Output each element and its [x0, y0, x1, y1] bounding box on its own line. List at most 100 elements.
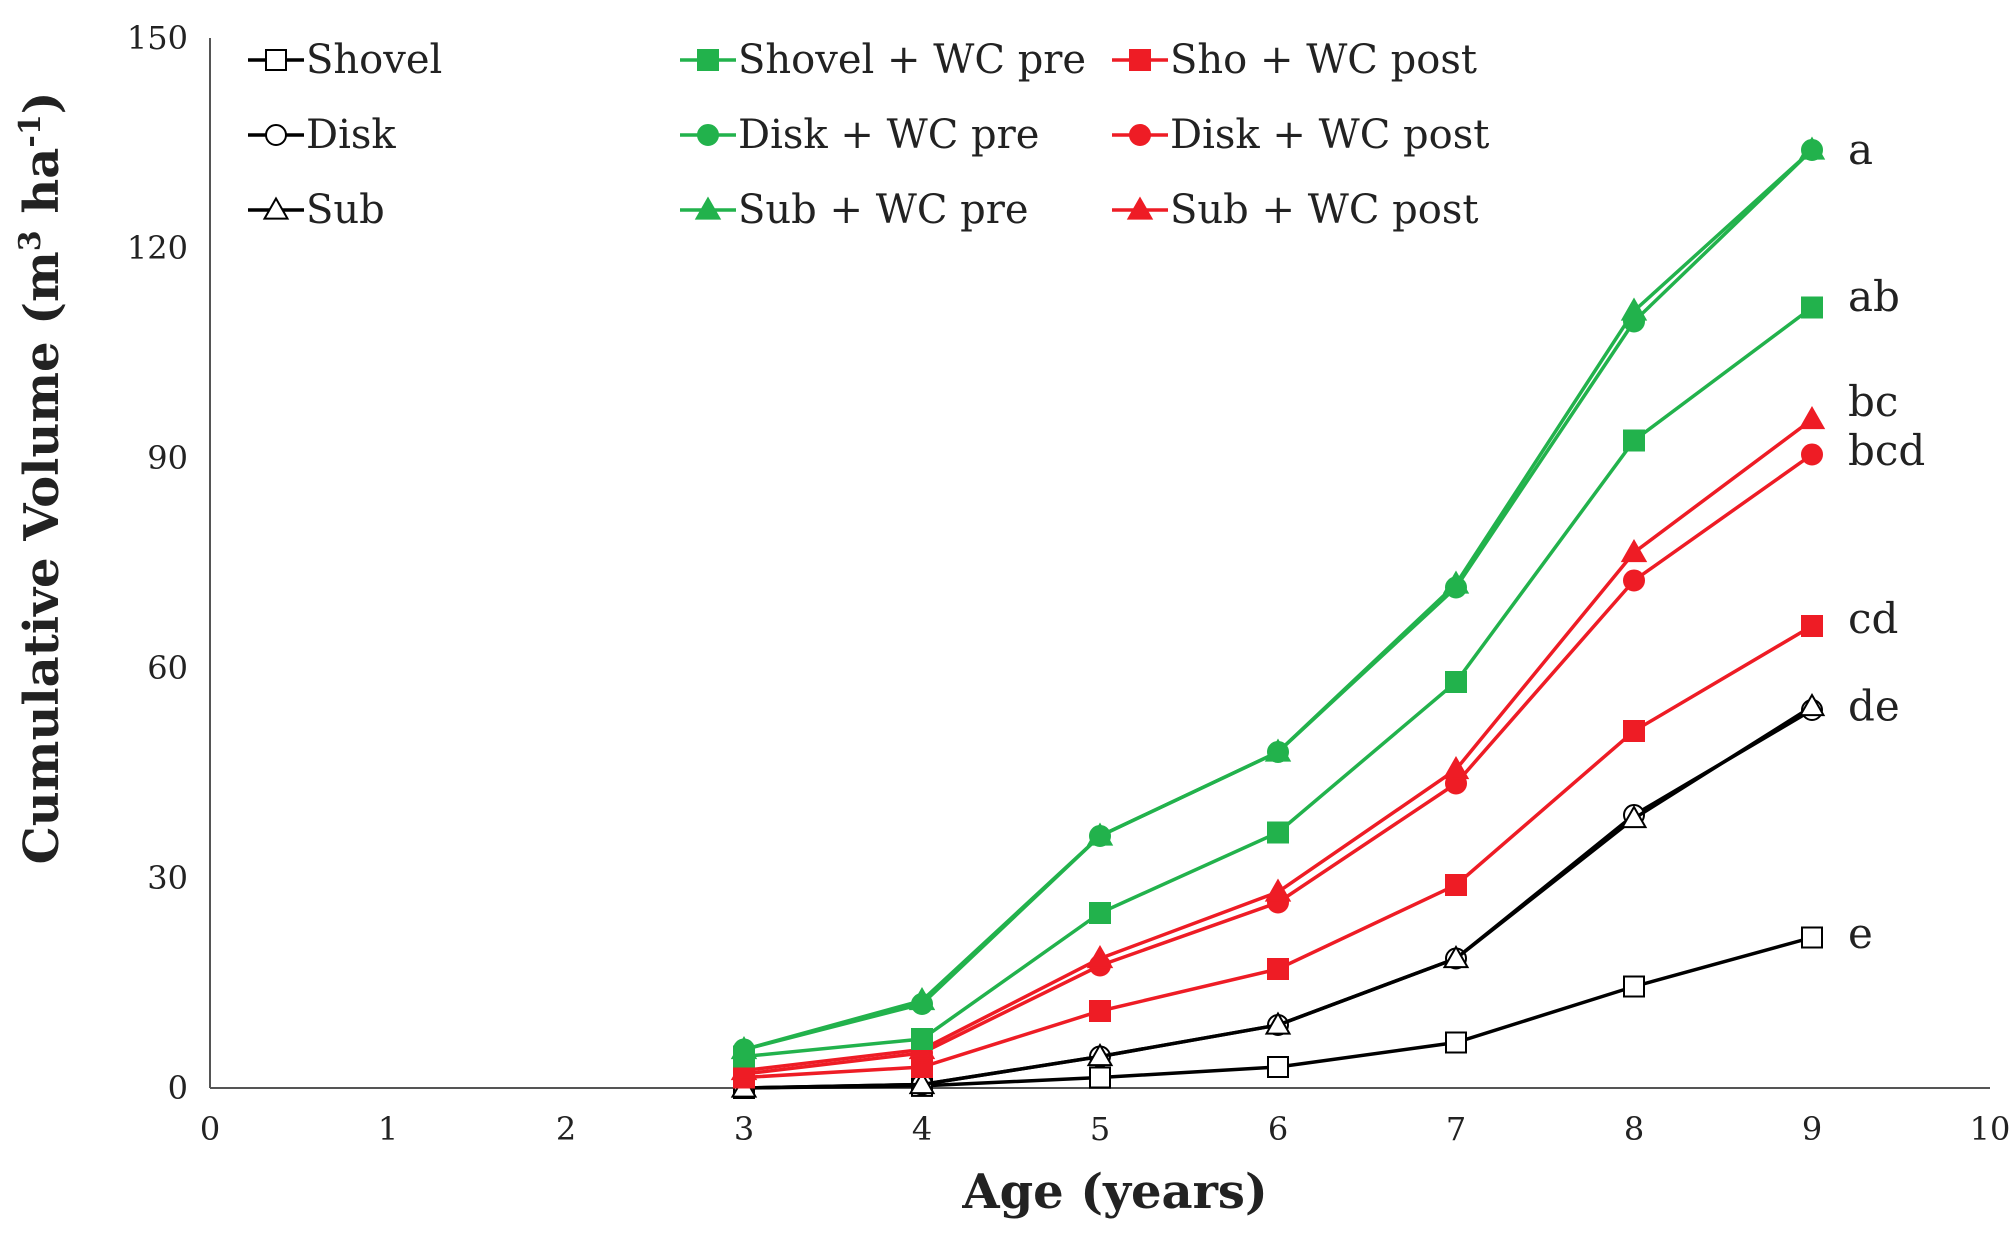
y-tick-label: 150 — [127, 19, 188, 57]
data-point — [1620, 538, 1648, 563]
series-line — [743, 306, 1814, 1059]
series-sho-wc-post — [733, 615, 1823, 1089]
legend-item: Sub + WC pre — [680, 187, 1029, 233]
legend-marker — [265, 124, 287, 146]
legend-marker — [1129, 49, 1151, 71]
data-point — [1623, 975, 1645, 998]
axes — [209, 38, 1990, 1089]
legend-item: Shovel + WC pre — [680, 37, 1086, 83]
y-tick-label: 90 — [147, 439, 188, 477]
data-point — [1264, 878, 1292, 902]
series-line — [743, 148, 1814, 1052]
data-point — [1089, 1000, 1111, 1022]
data-point — [1086, 822, 1114, 846]
data-point — [1264, 1011, 1292, 1035]
y-axis-title-main: Cumulative Volume (m — [14, 251, 70, 864]
series-group — [730, 136, 1826, 1099]
data-point — [1267, 1056, 1289, 1078]
legend: Shovel Shovel + WC pre Sho + WC post Disk Di… — [248, 37, 1489, 233]
data-point — [1442, 755, 1470, 780]
legend-label: Sub — [306, 187, 385, 233]
x-tick-label: 8 — [1624, 1110, 1644, 1148]
legend-label: Disk — [306, 112, 396, 158]
y-axis-title: Cumulative Volume (m3 ha-1) — [13, 92, 70, 865]
data-point — [1801, 296, 1823, 319]
data-point — [730, 1035, 758, 1060]
data-point — [1267, 958, 1289, 980]
data-point — [1623, 429, 1645, 452]
legend-label: Sub + WC pre — [738, 187, 1029, 233]
legend-item: Disk — [248, 112, 396, 158]
data-point — [1267, 821, 1289, 844]
y-tick-label: 60 — [147, 649, 188, 687]
x-tick-label: 1 — [378, 1110, 398, 1148]
series-disk-wc-pre — [733, 139, 1823, 1061]
y-tick-label: 120 — [127, 229, 188, 267]
legend-item: Disk + WC pre — [680, 112, 1039, 158]
data-point — [1623, 720, 1645, 742]
y-axis-title-sup1: 3 — [13, 230, 48, 251]
legend-marker — [697, 49, 719, 71]
data-point — [1086, 944, 1114, 969]
legend-marker — [262, 196, 290, 220]
legend-marker — [694, 196, 722, 220]
significance-letter: bc — [1848, 377, 1898, 426]
legend-marker — [1129, 124, 1151, 146]
data-point — [1620, 297, 1648, 321]
data-point — [1445, 1031, 1467, 1054]
legend-marker — [697, 124, 719, 146]
data-point — [908, 986, 936, 1011]
data-point — [1801, 926, 1823, 949]
data-point — [1086, 1042, 1114, 1067]
data-point — [1089, 902, 1111, 924]
legend-label: Sub + WC post — [1170, 187, 1478, 233]
data-point — [1442, 944, 1470, 969]
series-shovel-wc-pre — [733, 296, 1823, 1068]
legend-label: Shovel + WC pre — [738, 37, 1086, 83]
x-tick-label: 2 — [556, 1110, 576, 1148]
significance-letter: a — [1848, 125, 1873, 174]
y-tick-label: 0 — [168, 1069, 188, 1107]
series-sub-wc-pre — [730, 136, 1826, 1060]
significance-letter: e — [1848, 909, 1873, 958]
legend-item: Disk + WC post — [1112, 112, 1489, 158]
y-axis-title-mid: ha — [14, 148, 70, 231]
x-tick-label: 0 — [200, 1110, 220, 1148]
legend-item: Sub — [248, 187, 385, 233]
data-point — [1623, 569, 1645, 592]
data-point — [1801, 443, 1823, 466]
data-point — [1264, 738, 1292, 762]
legend-marker — [1126, 196, 1154, 220]
data-point — [1620, 804, 1648, 829]
legend-label: Disk + WC post — [1170, 112, 1489, 158]
significance-letter: bcd — [1848, 426, 1925, 475]
data-point — [1798, 405, 1826, 430]
y-ticks: 0 30 60 90 120 150 — [127, 19, 188, 1107]
data-point — [1801, 615, 1823, 637]
x-tick-label: 4 — [912, 1110, 932, 1148]
legend-item: Sub + WC post — [1112, 187, 1478, 233]
significance-letter: ab — [1848, 272, 1900, 321]
y-axis-title-end: ) — [14, 92, 70, 115]
data-point — [1445, 874, 1467, 896]
data-point — [1798, 692, 1826, 717]
x-tick-label: 9 — [1802, 1110, 1822, 1148]
x-tick-label: 5 — [1090, 1110, 1110, 1148]
legend-item: Sho + WC post — [1112, 37, 1477, 83]
legend-marker — [265, 49, 287, 71]
data-point — [730, 1056, 758, 1081]
x-ticks: 0 1 2 3 4 5 6 7 8 9 10 — [200, 1110, 2011, 1148]
data-point — [908, 1070, 936, 1095]
data-point — [1445, 671, 1467, 693]
legend-label: Disk + WC pre — [738, 112, 1039, 158]
x-tick-label: 7 — [1446, 1110, 1466, 1148]
y-tick-label: 30 — [147, 859, 188, 897]
x-tick-label: 6 — [1268, 1110, 1288, 1148]
series-line — [743, 148, 1814, 1052]
data-point — [1442, 570, 1470, 594]
y-axis-title-sup2: -1 — [13, 114, 48, 147]
series-sub — [730, 692, 1826, 1098]
significance-letter: de — [1848, 682, 1900, 731]
